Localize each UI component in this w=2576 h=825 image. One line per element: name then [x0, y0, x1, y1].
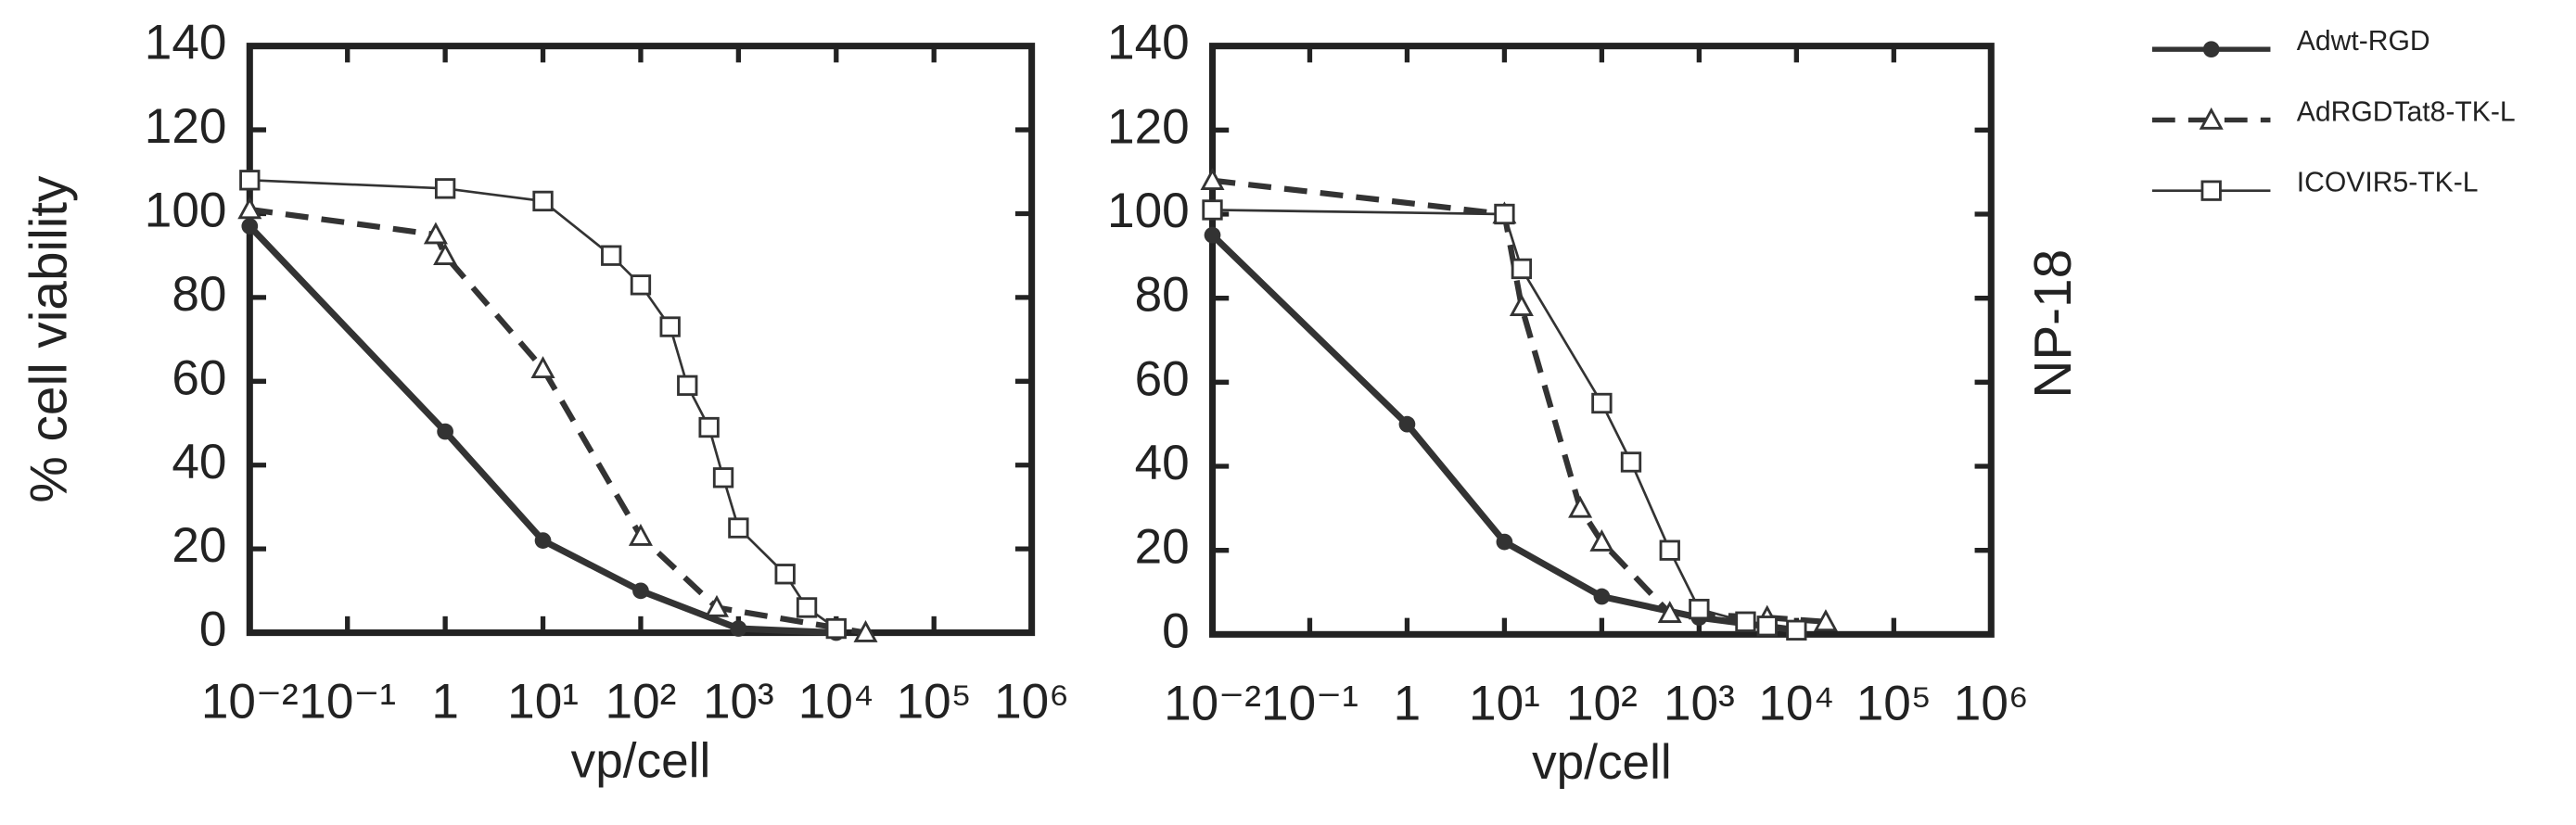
y-tick-label: 0 — [1162, 603, 1190, 658]
x-tick-label: 1 — [1394, 676, 1422, 730]
legend-label: ICOVIR5-TK-L — [2297, 168, 2479, 198]
marker — [1657, 601, 1682, 623]
marker — [2202, 41, 2220, 58]
y-axis-label: % cell viability — [20, 175, 79, 503]
y-tick-label: 100 — [145, 184, 227, 238]
marker — [1620, 451, 1642, 473]
marker — [1735, 611, 1756, 632]
marker — [1786, 619, 1807, 641]
x-tick-label: 10⁵ — [897, 675, 972, 730]
marker — [530, 356, 555, 379]
marker — [601, 245, 622, 266]
x-tick-label: 10⁻¹ — [299, 675, 396, 730]
y-tick-label: 40 — [172, 435, 226, 489]
x-tick-label: 10² — [1566, 676, 1638, 730]
marker — [1202, 199, 1223, 221]
marker — [628, 523, 653, 546]
marker — [2199, 107, 2224, 130]
series-line — [249, 178, 837, 630]
marker — [1494, 203, 1515, 225]
marker — [704, 594, 730, 617]
x-axis-label: vp/cell — [1532, 735, 1672, 790]
x-tick-label: 10³ — [1664, 676, 1735, 730]
marker — [1756, 616, 1778, 637]
marker — [728, 517, 749, 539]
marker — [1204, 226, 1221, 244]
marker — [1496, 533, 1513, 551]
legend-label: AdRGDTat8-TK-L — [2297, 96, 2516, 127]
marker — [630, 274, 652, 296]
marker — [532, 190, 554, 212]
series-line — [247, 223, 836, 637]
x-tick-label: 10⁶ — [1954, 676, 2029, 730]
x-tick-label: 10⁻² — [201, 675, 299, 730]
y-tick-label: 80 — [1135, 268, 1190, 323]
x-tick-label: 10⁵ — [1856, 676, 1932, 730]
marker — [237, 197, 262, 220]
y-tick-label: 140 — [1107, 16, 1190, 70]
x-tick-label: 10⁻¹ — [1261, 676, 1358, 730]
x-tick-label: 10⁶ — [994, 675, 1069, 730]
marker — [677, 374, 698, 397]
marker — [712, 467, 734, 489]
x-tick-label: 10² — [606, 675, 677, 730]
marker — [534, 532, 552, 549]
y-tick-label: 140 — [145, 16, 227, 70]
x-tick-label: 10¹ — [507, 675, 579, 730]
marker — [632, 582, 649, 600]
y-tick-label: 100 — [1107, 184, 1190, 238]
marker — [853, 619, 878, 642]
series-line — [1210, 233, 1797, 634]
x-tick-label: 10⁴ — [1758, 676, 1834, 730]
y-tick-label: 0 — [199, 603, 227, 657]
y-tick-label: 60 — [1135, 351, 1190, 406]
x-tick-label: 1 — [431, 675, 459, 730]
y-tick-label: 60 — [172, 350, 226, 405]
marker — [241, 218, 259, 235]
marker — [1589, 529, 1614, 552]
marker — [1200, 168, 1225, 190]
series-line — [249, 206, 867, 636]
marker — [437, 423, 453, 440]
marker — [825, 617, 847, 640]
marker — [1659, 539, 1680, 561]
marker — [1813, 609, 1838, 632]
series-line — [1212, 177, 1827, 625]
marker — [239, 170, 261, 191]
x-tick-label: 10⁴ — [798, 675, 874, 730]
marker — [796, 597, 818, 618]
marker — [423, 222, 448, 245]
marker — [1509, 294, 1534, 317]
marker — [730, 620, 747, 637]
y-tick-label: 80 — [172, 267, 226, 322]
marker — [1398, 415, 1416, 433]
marker — [1591, 392, 1613, 414]
y-tick-label: 120 — [1107, 99, 1190, 154]
legend-label: Adwt-RGD — [2297, 26, 2430, 57]
marker — [698, 416, 720, 438]
y-tick-label: 40 — [1135, 436, 1190, 490]
y-tick-label: 20 — [1135, 520, 1190, 575]
marker — [2200, 180, 2222, 201]
y-tick-label: 20 — [172, 518, 226, 573]
x-axis-label: vp/cell — [571, 733, 711, 788]
marker — [1593, 588, 1611, 605]
marker — [659, 316, 681, 337]
y-tick-label: 120 — [145, 99, 227, 154]
marker — [1689, 598, 1710, 620]
x-tick-label: 10³ — [703, 675, 774, 730]
marker — [434, 178, 456, 199]
panel-title: NP-18 — [2024, 249, 2083, 399]
marker — [774, 564, 796, 585]
x-tick-label: 10¹ — [1469, 676, 1540, 730]
marker — [1511, 258, 1533, 280]
marker — [433, 243, 458, 265]
x-tick-label: 10⁻² — [1164, 676, 1261, 730]
series-line — [1212, 209, 1797, 632]
marker — [1568, 495, 1593, 518]
